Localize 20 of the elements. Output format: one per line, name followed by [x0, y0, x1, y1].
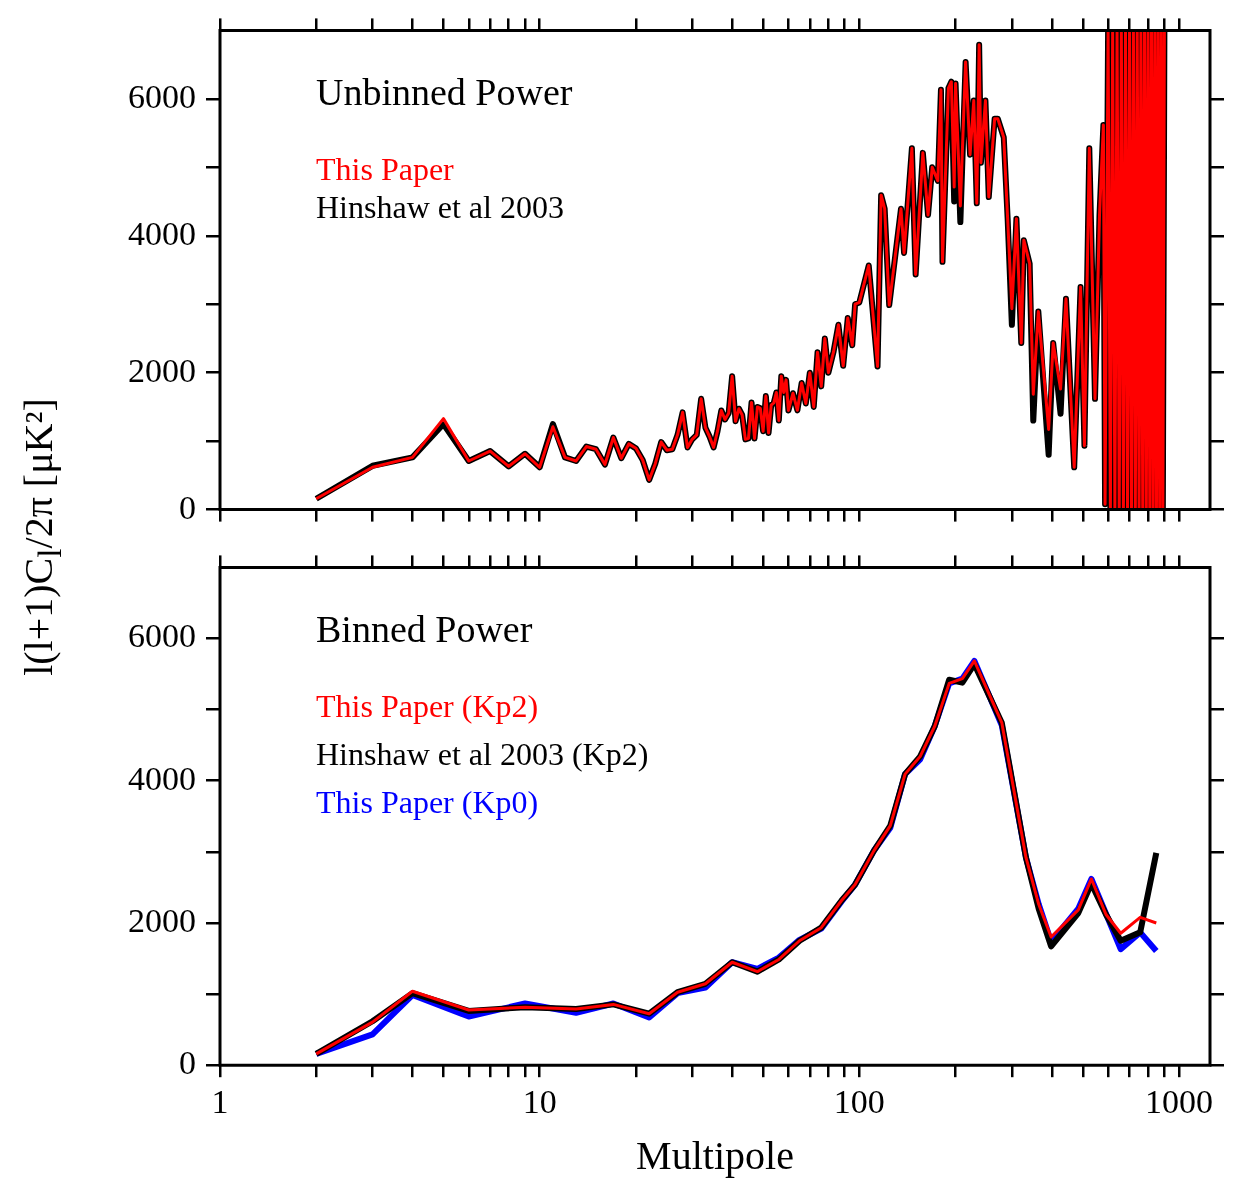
y-tick-label: 6000	[128, 77, 196, 115]
y-tick-label: 2000	[128, 351, 196, 389]
y-tick-label: 4000	[128, 214, 196, 252]
x-tick-label: 100	[833, 1082, 885, 1120]
text: Unbinned Power	[316, 71, 573, 114]
text: This Paper (Kp0)	[316, 784, 539, 821]
x-tick-label: 1000	[1145, 1082, 1214, 1120]
y-tick-label: 0	[179, 1044, 196, 1082]
text: This Paper (Kp2)	[316, 688, 539, 725]
y-tick-label: 2000	[128, 901, 196, 939]
text: Hinshaw et al 2003	[316, 189, 564, 226]
text: Binned Power	[316, 608, 533, 651]
y-tick-label: 0	[179, 488, 196, 526]
y-tick-label: 6000	[128, 617, 196, 655]
x-tick-label: 10	[522, 1082, 557, 1120]
x-axis-title: Multipole	[636, 1132, 794, 1178]
text: Hinshaw et al 2003 (Kp2)	[316, 736, 649, 773]
text: This Paper	[316, 151, 455, 188]
y-tick-label: 4000	[128, 759, 196, 797]
x-tick-label: 1	[211, 1082, 229, 1120]
